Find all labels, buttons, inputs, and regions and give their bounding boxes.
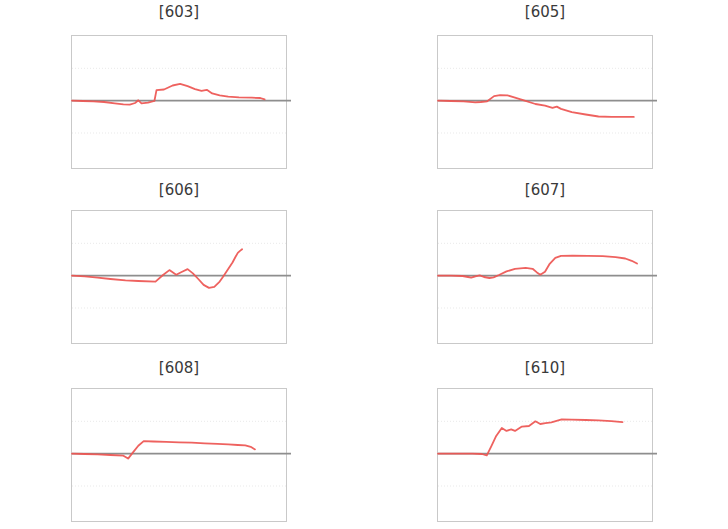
line-chart-605 — [438, 36, 652, 168]
chart-panel-610: [610] — [437, 359, 653, 525]
chart-panel-605: [605] — [437, 3, 653, 169]
line-chart-610 — [438, 389, 652, 521]
chart-plot-606 — [71, 210, 287, 344]
chart-plot-605 — [437, 35, 653, 169]
line-chart-603 — [72, 36, 286, 168]
chart-plot-608 — [71, 388, 287, 522]
series-line — [438, 95, 634, 117]
line-chart-606 — [72, 211, 286, 343]
series-line — [72, 441, 255, 459]
chart-plot-607 — [437, 210, 653, 344]
chart-plot-610 — [437, 388, 653, 522]
chart-title-605: [605] — [437, 3, 653, 21]
series-line — [438, 419, 623, 455]
chart-panel-607: [607] — [437, 181, 653, 347]
chart-title-606: [606] — [71, 181, 287, 199]
chart-title-610: [610] — [437, 359, 653, 377]
series-line — [72, 249, 242, 288]
chart-panel-603: [603] — [71, 3, 287, 169]
chart-title-603: [603] — [71, 3, 287, 21]
chart-title-607: [607] — [437, 181, 653, 199]
line-chart-607 — [438, 211, 652, 343]
chart-panel-606: [606] — [71, 181, 287, 347]
chart-title-608: [608] — [71, 359, 287, 377]
chart-plot-603 — [71, 35, 287, 169]
series-line — [438, 256, 637, 278]
chart-panel-608: [608] — [71, 359, 287, 525]
line-chart-608 — [72, 389, 286, 521]
sparkline-grid: [603] [605] [606] [607] [608] [610] — [0, 0, 728, 529]
